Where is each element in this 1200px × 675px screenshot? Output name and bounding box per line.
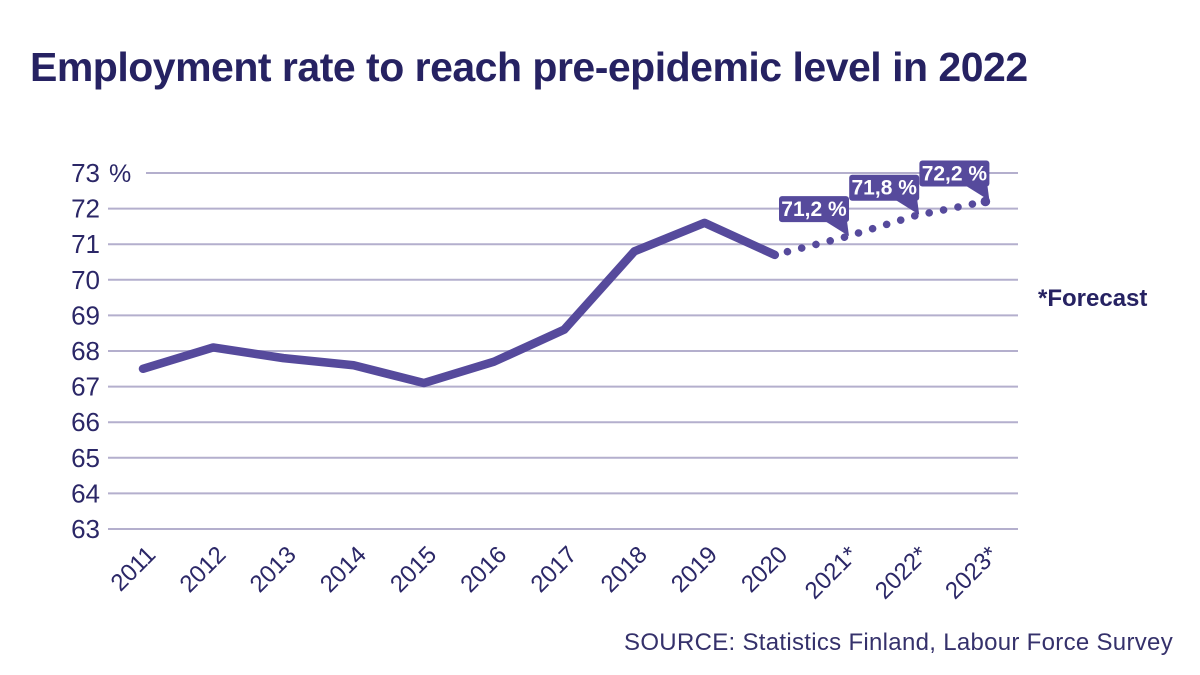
- value-badge: [779, 196, 849, 223]
- x-tick-label: 2018: [596, 541, 653, 598]
- value-badge: [919, 160, 990, 187]
- value-badge-label: 72,2 %: [922, 162, 988, 185]
- y-tick-label: 68: [71, 336, 100, 366]
- x-tick-label: 2013: [245, 541, 302, 598]
- x-tick-label: 2021*: [800, 541, 863, 604]
- y-tick-label: 70: [71, 265, 100, 295]
- y-tick-label: 69: [71, 300, 100, 330]
- value-badge: [849, 174, 920, 201]
- x-tick-label: 2011: [106, 541, 162, 597]
- y-tick-label: 73: [71, 158, 100, 188]
- value-badge-tail: [825, 221, 849, 237]
- forecast-series-dotted-line: [783, 197, 990, 256]
- chart-title: Employment rate to reach pre-epidemic le…: [30, 44, 1028, 90]
- x-tick-label: 2012: [175, 541, 232, 598]
- forecast-note: *Forecast: [1038, 285, 1148, 312]
- x-tick-label: 2017: [526, 541, 583, 598]
- y-tick-label: 65: [71, 443, 100, 473]
- y-axis-unit-label: %: [109, 160, 131, 188]
- x-tick-label: 2020: [736, 541, 793, 598]
- x-tick-label: 2023*: [940, 541, 1003, 604]
- source-attribution: SOURCE: Statistics Finland, Labour Force…: [624, 629, 1173, 656]
- y-tick-label: 71: [71, 229, 100, 259]
- y-tick-label: 64: [71, 478, 100, 508]
- y-tick-label: 63: [71, 514, 100, 544]
- value-badge-tail: [895, 199, 920, 215]
- value-badge-label: 71,2 %: [781, 198, 847, 221]
- y-tick-label: 67: [71, 372, 100, 402]
- value-badge-tail: [965, 185, 990, 201]
- y-tick-label: 72: [71, 194, 100, 224]
- y-tick-label: 66: [71, 407, 100, 437]
- actual-series-line: [138, 218, 780, 388]
- x-tick-label: 2016: [455, 541, 512, 598]
- x-tick-label: 2015: [385, 541, 442, 598]
- x-tick-label: 2014: [315, 541, 372, 598]
- x-tick-label: 2019: [666, 541, 723, 598]
- value-badge-label: 71,8 %: [852, 177, 918, 200]
- x-tick-label: 2022*: [870, 541, 933, 604]
